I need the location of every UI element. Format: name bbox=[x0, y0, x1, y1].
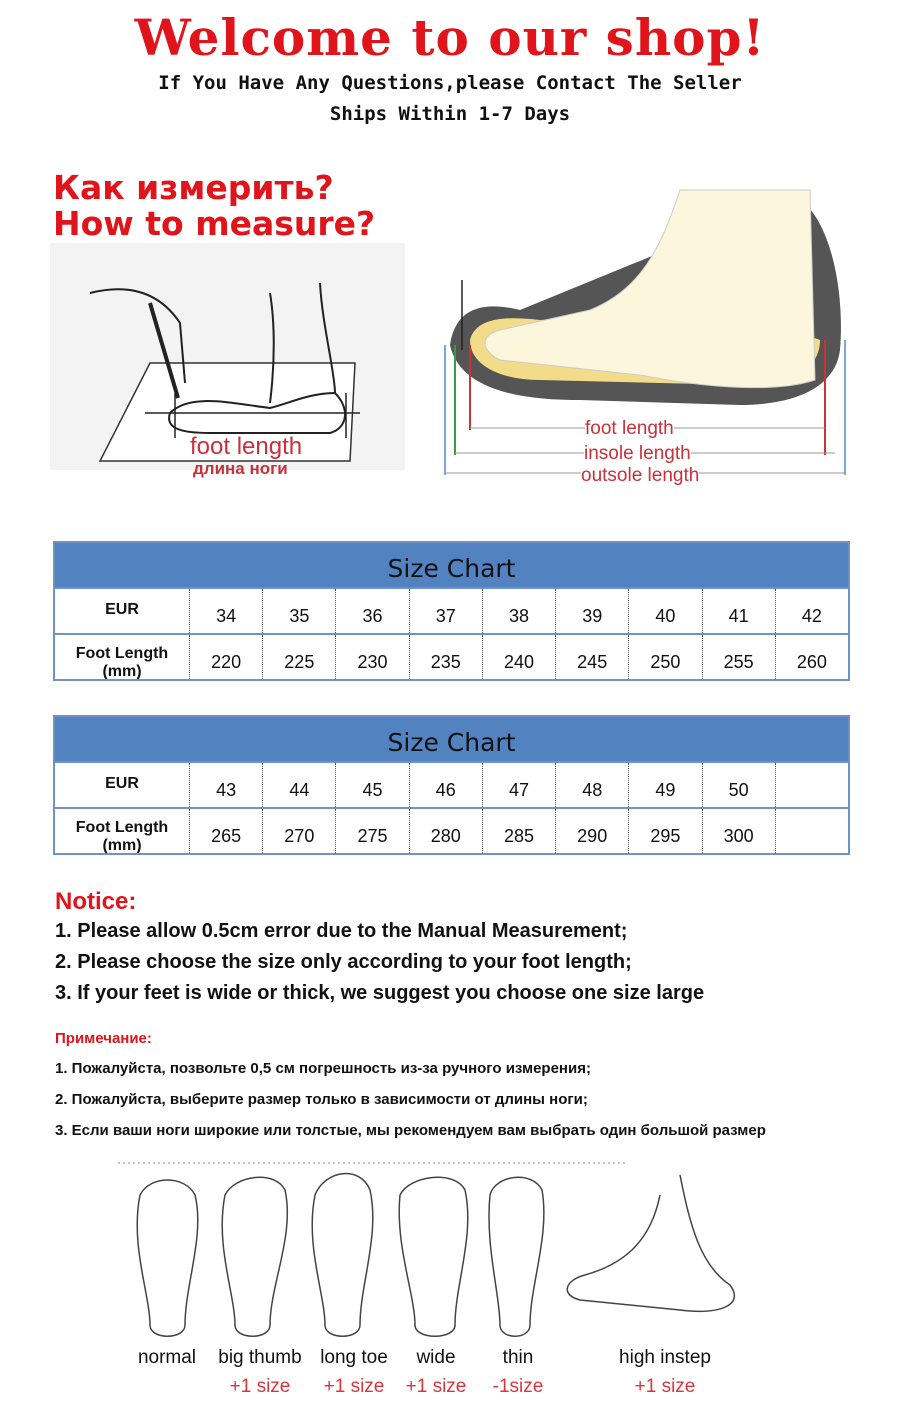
insole-length-label: insole length bbox=[584, 443, 691, 465]
foot-type-label: high instep bbox=[619, 1347, 711, 1368]
table-cell: 40 bbox=[628, 589, 701, 633]
table-cell: 43 bbox=[189, 763, 262, 807]
measure-title-en: How to measure? bbox=[53, 204, 376, 243]
contact-line: If You Have Any Questions,please Contact… bbox=[158, 72, 742, 94]
shipping-line: Ships Within 1-7 Days bbox=[329, 103, 571, 125]
size-adjustment-label: +1 size bbox=[405, 1376, 467, 1397]
notice-item: 1. Please allow 0.5cm error due to the M… bbox=[55, 920, 628, 942]
table-cell: 280 bbox=[408, 809, 482, 853]
notice-ru-item: 3. Если ваши ноги широкие или толстые, м… bbox=[55, 1122, 766, 1139]
notice-ru-title: Примечание: bbox=[55, 1030, 152, 1047]
row-label: EUR bbox=[105, 775, 139, 792]
size-chart-title: Size Chart bbox=[55, 543, 848, 587]
row-label: Foot Length (mm) bbox=[75, 645, 169, 679]
foot-type-label: long toe bbox=[320, 1347, 388, 1368]
table-cell: 220 bbox=[189, 635, 262, 679]
notice-title: Notice: bbox=[55, 888, 137, 915]
size-chart-table: Size Chart EUR 43 44 45 46 47 48 49 50 Foot Length… bbox=[53, 715, 850, 855]
table-cell: 42 bbox=[774, 589, 848, 633]
foot-type-label: wide bbox=[416, 1347, 456, 1368]
table-cell: 285 bbox=[481, 809, 555, 853]
table-cell: 34 bbox=[189, 589, 262, 633]
welcome-title: Welcome to our shop! bbox=[134, 8, 766, 67]
table-cell: 250 bbox=[628, 635, 701, 679]
size-adjustment-label: +1 size bbox=[229, 1376, 291, 1397]
foot-type-label: thin bbox=[502, 1347, 534, 1368]
foot-type-label: normal bbox=[137, 1347, 197, 1368]
table-cell: 48 bbox=[555, 763, 628, 807]
table-row: EUR 43 44 45 46 47 48 49 50 bbox=[55, 761, 848, 807]
notice-ru-item: 1. Пожалуйста, позвольте 0,5 см погрешно… bbox=[55, 1060, 591, 1077]
size-adjustment-label: -1size bbox=[492, 1376, 544, 1397]
table-cell: 225 bbox=[262, 635, 335, 679]
table-row: EUR 34 35 36 37 38 39 40 41 42 bbox=[55, 587, 848, 633]
row-label: Foot Length (mm) bbox=[75, 819, 169, 853]
table-cell: 49 bbox=[628, 763, 701, 807]
table-cell: 50 bbox=[701, 763, 775, 807]
table-cell: 265 bbox=[189, 809, 262, 853]
table-cell: 275 bbox=[335, 809, 408, 853]
foot-on-paper-drawing bbox=[89, 282, 360, 462]
outsole-length-label: outsole length bbox=[581, 465, 700, 487]
foot-length-label: foot length bbox=[585, 418, 674, 440]
table-cell: 295 bbox=[628, 809, 701, 853]
table-cell: 270 bbox=[262, 809, 335, 853]
table-cell: 46 bbox=[408, 763, 482, 807]
table-cell: 245 bbox=[555, 635, 628, 679]
foot-type-label: big thumb bbox=[218, 1347, 302, 1368]
table-cell: 240 bbox=[481, 635, 555, 679]
foot-types-drawing bbox=[118, 1162, 736, 1337]
size-adjustment-label: +1 size bbox=[634, 1376, 696, 1397]
table-cell: 41 bbox=[701, 589, 775, 633]
size-chart-table: Size Chart EUR 34 35 36 37 38 39 40 41 42 Foot Leng… bbox=[53, 541, 850, 681]
table-row: Foot Length (mm) 220 225 230 235 240 245 250 255… bbox=[55, 633, 848, 679]
measure-title-ru: Как измерить? bbox=[53, 168, 334, 207]
table-cell: 47 bbox=[481, 763, 555, 807]
table-cell: 255 bbox=[701, 635, 775, 679]
shoe-cross-section-illustration: foot length insole length outsole length bbox=[440, 160, 855, 490]
table-cell bbox=[774, 809, 848, 853]
table-cell: 230 bbox=[335, 635, 408, 679]
table-cell bbox=[774, 763, 848, 807]
foot-length-label: foot length bbox=[190, 433, 303, 460]
table-cell: 38 bbox=[481, 589, 555, 633]
table-cell: 39 bbox=[555, 589, 628, 633]
table-cell: 290 bbox=[555, 809, 628, 853]
size-chart-title: Size Chart bbox=[55, 717, 848, 761]
notice-item: 2. Please choose the size only according… bbox=[55, 951, 632, 973]
table-row: Foot Length (mm) 265 270 275 280 285 290 295 300 bbox=[55, 807, 848, 853]
table-cell: 45 bbox=[335, 763, 408, 807]
size-adjustment-label: +1 size bbox=[323, 1376, 385, 1397]
foot-measure-illustration: foot length длина ноги bbox=[50, 243, 405, 478]
foot-length-label-ru: длина ноги bbox=[193, 459, 288, 478]
table-cell: 260 bbox=[774, 635, 848, 679]
table-cell: 235 bbox=[408, 635, 482, 679]
shoe-diagram bbox=[444, 189, 846, 475]
table-cell: 36 bbox=[335, 589, 408, 633]
table-cell: 37 bbox=[408, 589, 482, 633]
table-cell: 44 bbox=[262, 763, 335, 807]
table-cell: 300 bbox=[701, 809, 775, 853]
notice-item: 3. If your feet is wide or thick, we sug… bbox=[55, 982, 705, 1004]
notice-ru-item: 2. Пожалуйста, выберите размер только в … bbox=[55, 1091, 588, 1108]
row-label: EUR bbox=[105, 601, 139, 618]
table-cell: 35 bbox=[262, 589, 335, 633]
